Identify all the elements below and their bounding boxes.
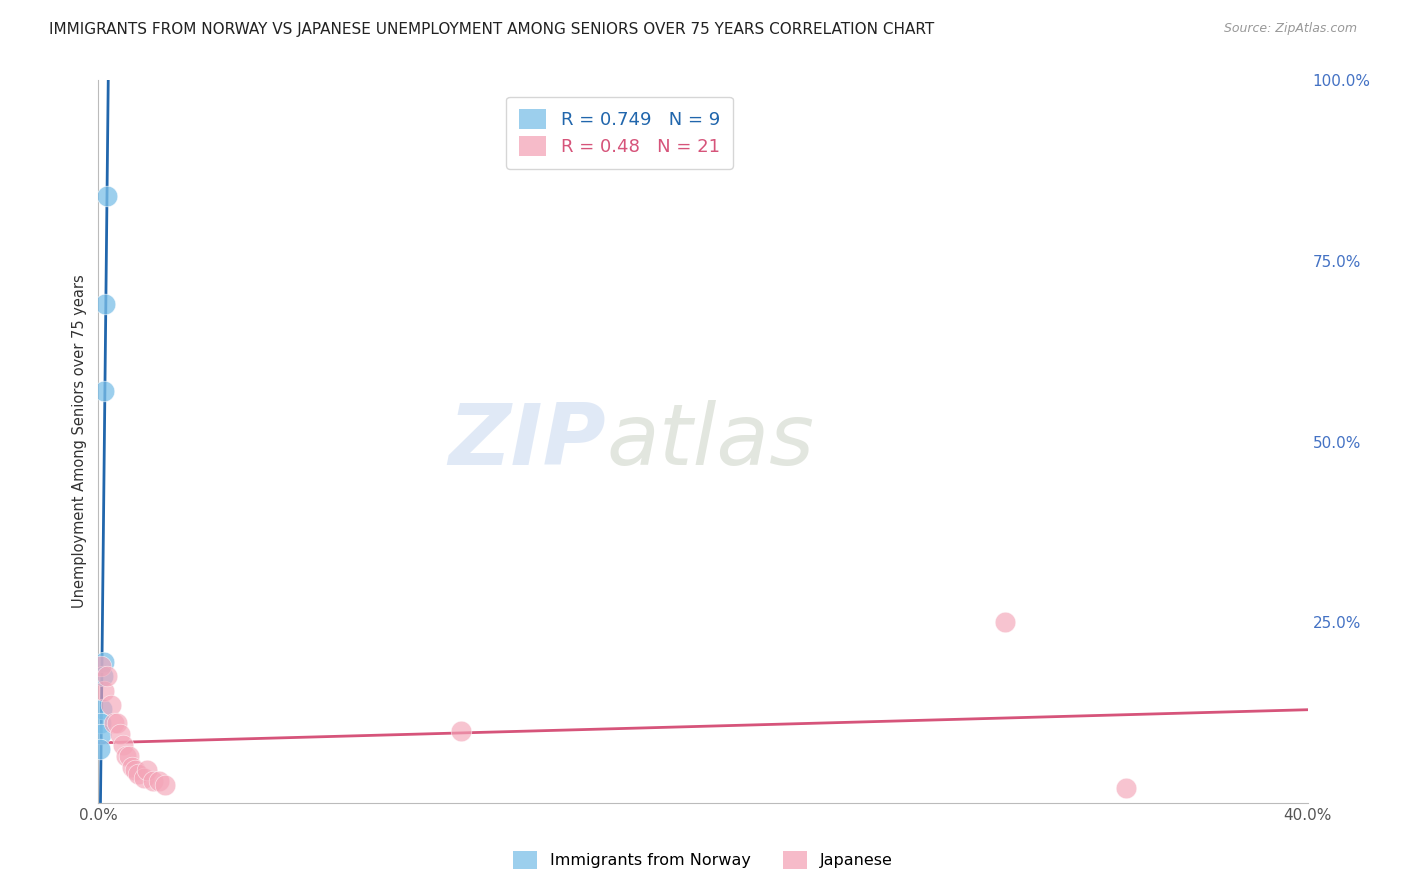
Text: IMMIGRANTS FROM NORWAY VS JAPANESE UNEMPLOYMENT AMONG SENIORS OVER 75 YEARS CORR: IMMIGRANTS FROM NORWAY VS JAPANESE UNEMP… <box>49 22 935 37</box>
Point <box>90 658 112 673</box>
Point <box>93 655 115 669</box>
Point <box>142 774 165 789</box>
Point <box>114 748 136 763</box>
Point <box>91 702 114 716</box>
Y-axis label: Unemployment Among Seniors over 75 years: Unemployment Among Seniors over 75 years <box>72 275 87 608</box>
Point <box>94 297 117 311</box>
Point <box>127 767 149 781</box>
Point <box>93 384 115 398</box>
Point <box>89 741 111 756</box>
Point <box>90 716 112 731</box>
Point <box>91 669 114 683</box>
Text: Source: ZipAtlas.com: Source: ZipAtlas.com <box>1223 22 1357 36</box>
Point <box>148 774 170 789</box>
Point <box>994 615 1017 630</box>
Point <box>90 727 112 741</box>
Point <box>1115 781 1137 796</box>
Point <box>96 669 118 683</box>
Point <box>105 716 128 731</box>
Point <box>103 716 125 731</box>
Text: ZIP: ZIP <box>449 400 606 483</box>
Point <box>96 189 118 203</box>
Point <box>121 760 143 774</box>
Legend: Immigrants from Norway, Japanese: Immigrants from Norway, Japanese <box>508 845 898 875</box>
Text: atlas: atlas <box>606 400 814 483</box>
Point <box>93 683 115 698</box>
Point <box>108 727 131 741</box>
Point <box>118 748 141 763</box>
Legend: R = 0.749   N = 9, R = 0.48   N = 21: R = 0.749 N = 9, R = 0.48 N = 21 <box>506 96 733 169</box>
Point <box>124 764 146 778</box>
Point <box>153 778 176 792</box>
Point <box>111 738 134 752</box>
Point <box>450 723 472 738</box>
Point <box>132 771 155 785</box>
Point <box>100 698 122 713</box>
Point <box>135 764 157 778</box>
